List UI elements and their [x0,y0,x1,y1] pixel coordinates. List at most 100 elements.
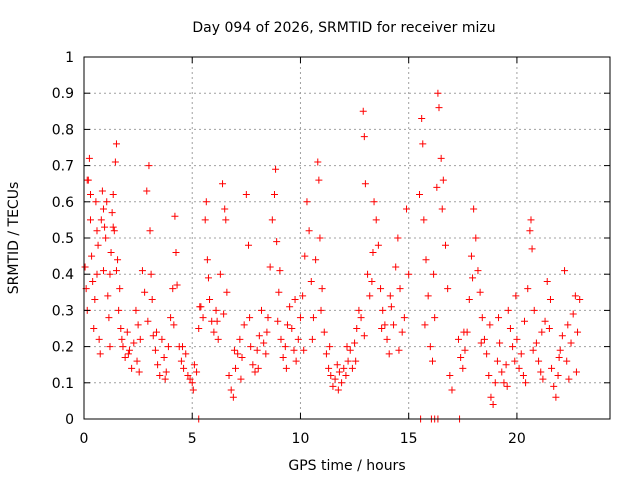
data-point-32 [116,285,124,293]
data-point-213 [500,379,508,387]
data-point-64 [177,357,185,365]
data-point-221 [517,350,525,358]
plot-frame [83,56,611,420]
data-point-17 [99,267,107,275]
data-point-298 [529,346,537,354]
y-tick-label: 0.3 [52,303,74,319]
data-point-118 [290,346,298,354]
data-point-239 [554,372,562,380]
data-point-61 [172,248,180,256]
data-point-207 [487,393,495,401]
data-point-229 [532,339,540,347]
data-point-112 [277,335,285,343]
data-point-117 [288,325,296,332]
data-point-81 [212,306,220,314]
data-point-198 [467,252,475,260]
data-point-56 [162,368,170,376]
data-point-76 [202,198,210,206]
y-tick-label: 0.6 [52,195,74,211]
data-point-67 [184,372,192,380]
data-point-178 [422,256,430,264]
data-point-164 [385,350,393,358]
data-point-125 [305,227,313,235]
data-point-141 [338,379,346,387]
data-point-238 [552,393,560,401]
data-point-98 [249,361,257,369]
data-point-158 [372,216,380,224]
data-point-222 [519,372,527,380]
data-point-251 [93,270,101,278]
x-axis-label: GPS time / hours [288,458,405,474]
data-point-170 [398,328,406,336]
data-point-194 [459,364,467,372]
data-point-41 [132,306,140,314]
data-point-289 [438,205,446,213]
data-point-226 [527,216,535,224]
data-point-242 [561,267,569,275]
data-point-211 [496,339,504,347]
data-point-305 [109,223,117,231]
data-point-200 [472,234,480,242]
data-point-19 [102,234,110,242]
data-point-175 [418,115,426,123]
data-point-83 [216,270,224,278]
data-point-60 [171,212,179,220]
data-point-14 [96,350,104,358]
data-point-57 [164,343,172,351]
data-point-30 [114,256,122,264]
data-point-291 [469,274,477,282]
data-point-176 [419,140,427,148]
data-point-279 [334,386,342,394]
y-tick-label: 0.4 [52,267,74,283]
data-point-33 [117,325,125,332]
data-point-218 [511,357,519,365]
data-point-68 [186,375,194,383]
data-point-277 [317,306,325,314]
data-point-113 [279,353,287,361]
data-point-7 [89,277,97,285]
data-point-184 [434,89,442,97]
data-point-89 [229,393,237,401]
data-point-108 [270,191,278,199]
data-point-227 [528,245,536,253]
data-point-260 [170,321,178,329]
data-point-51 [151,346,159,354]
data-point-241 [558,332,566,340]
data-point-143 [342,372,350,380]
data-point-23 [106,270,114,278]
data-point-101 [255,332,263,340]
data-point-290 [460,328,468,336]
data-point-204 [480,335,488,343]
data-point-160 [377,285,385,293]
data-point-306 [135,368,143,376]
data-point-187 [439,176,447,184]
data-point-206 [485,372,493,380]
grid-layer [84,57,610,419]
data-point-308 [222,216,230,224]
data-point-257 [144,317,152,325]
data-point-254 [112,267,120,275]
data-point-197 [465,296,473,304]
data-point-165 [387,303,395,311]
data-point-209 [491,379,499,387]
data-point-148 [353,325,361,332]
y-tick-label: 0.7 [52,159,74,175]
data-point-84 [219,180,227,188]
data-point-74 [199,314,207,322]
data-point-267 [230,346,238,354]
data-point-214 [502,361,510,369]
data-point-139 [333,361,341,369]
data-point-304 [83,176,91,184]
data-point-133 [320,328,328,336]
data-point-262 [189,386,197,394]
data-point-97 [247,343,255,351]
data-point-106 [266,263,274,271]
data-point-169 [396,285,404,293]
data-point-105 [264,314,272,322]
data-point-193 [457,353,465,361]
data-point-36 [121,353,129,361]
data-point-272 [274,317,282,325]
data-point-69 [188,379,196,387]
data-point-212 [498,368,506,376]
data-point-142 [340,364,348,372]
